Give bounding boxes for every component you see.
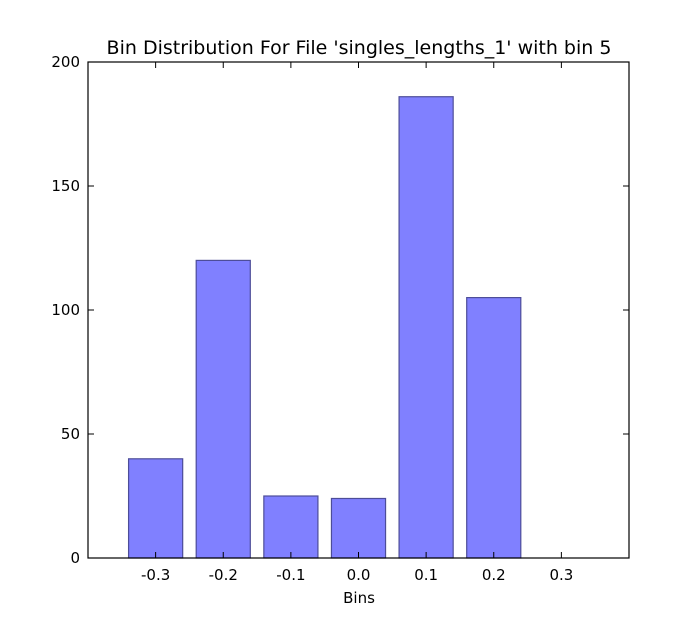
y-tick-label: 150	[51, 177, 80, 195]
y-tick-label: 100	[51, 301, 80, 319]
bar--0.1	[263, 495, 319, 559]
x-tick-label: 0.0	[347, 566, 371, 584]
bar--0.3	[127, 458, 184, 559]
y-tick-label: 0	[70, 549, 80, 567]
x-tick-label: -0.2	[209, 566, 238, 584]
x-tick-label: 0.1	[414, 566, 438, 584]
bar-0.2	[466, 297, 522, 559]
x-tick-label: -0.3	[141, 566, 170, 584]
bar-0.0	[330, 497, 387, 559]
y-tick-label: 200	[51, 53, 80, 71]
x-tick-label: 0.3	[549, 566, 573, 584]
bar-0.1	[398, 96, 454, 559]
y-axis: 0 50 100 150 200	[51, 53, 629, 567]
x-tick-label: 0.2	[482, 566, 506, 584]
x-axis: -0.3 -0.2 -0.1 0.0 0.1 0.2 0.3	[141, 62, 573, 584]
bar--0.2	[195, 259, 251, 559]
bars-group	[127, 96, 522, 559]
x-tick-label: -0.1	[276, 566, 305, 584]
y-tick-label: 50	[61, 425, 80, 443]
x-axis-label: Bins	[343, 589, 375, 607]
chart-title: Bin Distribution For File 'singles_lengt…	[107, 37, 612, 59]
